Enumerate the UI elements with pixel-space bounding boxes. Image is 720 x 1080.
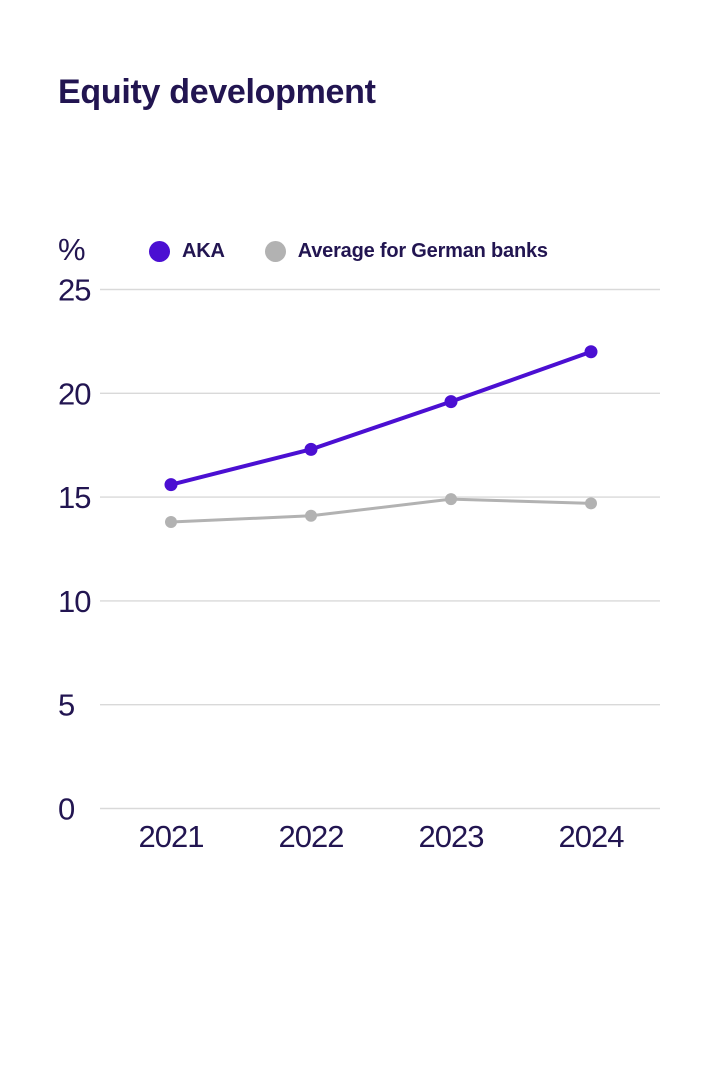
y-tick-label-20: 20	[58, 376, 91, 411]
legend-dot-average-for-german-banks	[264, 240, 286, 262]
series-line-average-for-german-banks	[169, 497, 593, 524]
series-point-average-for-german-banks-2022	[305, 509, 317, 522]
chart-legend: AKA Average for German banks	[149, 240, 548, 262]
x-tick-label-2021: 2021	[139, 819, 204, 854]
y-axis-unit-label: %	[58, 232, 86, 267]
y-tick-label-25: 25	[58, 273, 90, 308]
y-tick-label-5: 5	[58, 688, 74, 723]
y-tick-label-10: 10	[58, 584, 91, 619]
x-tick-label-2023: 2023	[419, 819, 484, 854]
legend-item-average-for-german-banks: Average for German banks	[264, 239, 548, 263]
series-point-aka-2021	[164, 478, 178, 492]
legend-item-aka: AKA	[149, 240, 225, 263]
page-title: Equity development	[58, 72, 376, 111]
y-tick-label-15: 15	[58, 480, 90, 515]
legend-dot-aka	[149, 240, 170, 262]
x-tick-label-2024: 2024	[559, 819, 625, 854]
x-tick-label-2022: 2022	[279, 819, 344, 854]
series-line-aka	[169, 349, 593, 487]
series-point-aka-2022	[304, 442, 318, 456]
y-tick-label-0: 0	[58, 792, 75, 827]
series-point-average-for-german-banks-2023	[445, 493, 457, 506]
equity-line-chart: 0 5 10 15 20 25 2021 2022 2023 2024	[58, 273, 660, 854]
legend-label-aka: AKA	[182, 239, 225, 262]
legend-label-average-for-german-banks: Average for German banks	[297, 239, 548, 262]
series-point-aka-2024	[584, 345, 598, 359]
series-point-average-for-german-banks-2024	[585, 497, 597, 510]
series-point-aka-2023	[444, 395, 458, 409]
series-point-average-for-german-banks-2021	[165, 516, 177, 529]
